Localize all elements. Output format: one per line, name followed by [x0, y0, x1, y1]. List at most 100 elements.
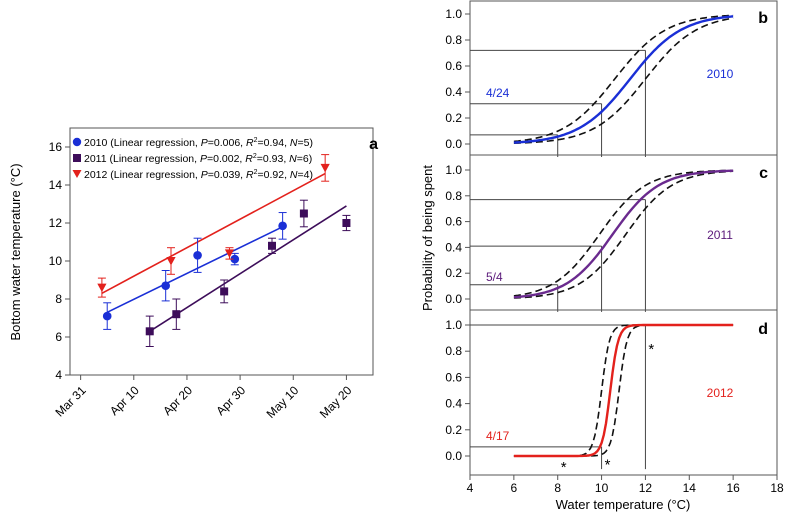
panel-a-yaxis: 4 6 8 10 12 14 16: [49, 140, 70, 382]
legend-2011-marker: [73, 154, 81, 162]
panel-a-legend: 2010 (Linear regression, P=0.006, R2=0.9…: [72, 137, 313, 181]
panel-b-plot: 0.0 0.2 0.4 0.6 0.8 1.0: [445, 7, 734, 157]
ytick-label: 0.2: [445, 266, 462, 280]
panel-a-xtick-label: Apr 20: [160, 383, 195, 418]
panel-b-year-label: 2010: [707, 67, 734, 81]
panel-a-frame: [69, 127, 374, 376]
panel-a-xtick-label: May 20: [317, 383, 355, 421]
data-point-2011: [268, 241, 276, 250]
ytick-label: 0.4: [445, 240, 462, 254]
data-point-2012: [166, 257, 176, 266]
ytick-label: 1.0: [445, 318, 462, 332]
ytick-label: 0.0: [445, 449, 462, 463]
panel-a-ytick-label: 12: [49, 216, 63, 230]
right-xlabel: Water temperature (°C): [556, 497, 691, 512]
panel-c: c 2011 5/4 0.0 0.2 0.4 0.6 0.8 1.0: [445, 154, 778, 312]
right-ylabel: Probability of being spent: [420, 165, 435, 311]
xtick-label: 10: [595, 481, 609, 495]
legend-2012-marker: [72, 170, 82, 178]
ytick-label: 0.6: [445, 215, 462, 229]
xtick-label: 16: [726, 481, 740, 495]
panel-a-ylabel: Bottom water temperature (°C): [8, 163, 23, 340]
panel-a-ytick-label: 14: [49, 178, 63, 192]
panel-a-ytick-label: 10: [49, 254, 63, 268]
ci-upper-curve: [513, 14, 734, 143]
panel-d-year-label: 2012: [707, 386, 734, 400]
legend-2011-text: 2011 (Linear regression, P=0.002, R2=0.9…: [84, 153, 312, 165]
panel-b-letter: b: [758, 10, 768, 27]
ytick-label: 1.0: [445, 163, 462, 177]
ytick-label: 0.2: [445, 423, 462, 437]
xtick-label: 8: [554, 481, 561, 495]
panel-d: d 2012 4/17 0.0 0.2 0.4 0.6 0.8 1.0 * * *: [445, 309, 778, 476]
ytick-label: 0.4: [445, 397, 462, 411]
data-point-2011: [342, 219, 351, 227]
ytick-label: 0.2: [445, 111, 462, 125]
panel-d-frame: [469, 309, 778, 476]
ci-lower-curve: [513, 17, 734, 144]
significance-asterisk: *: [561, 459, 567, 476]
ci-lower-curve: [513, 324, 734, 457]
panel-c-plot: 0.0 0.2 0.4 0.6 0.8 1.0: [445, 163, 734, 312]
legend-2012-text: 2012 (Linear regression, P=0.039, R2=0.9…: [84, 169, 313, 181]
panel-a-xaxis: Mar 31 Apr 10 Apr 20 Apr 30 May 10 May 20: [52, 375, 355, 421]
ytick-label: 0.8: [445, 344, 462, 358]
panel-a-xtick-label: Mar 31: [52, 383, 89, 420]
ci-upper-curve: [513, 169, 734, 297]
xtick-label: 12: [639, 481, 653, 495]
ytick-label: 0.4: [445, 85, 462, 99]
data-point-2011: [145, 327, 154, 336]
data-point-2010: [161, 281, 170, 291]
panel-a-regression-lines: [101, 172, 347, 332]
panel-a-ytick-label: 8: [55, 292, 62, 306]
right-xaxis: 4 6 8 10 12 14 16 18: [467, 475, 784, 495]
data-point-2011: [299, 209, 308, 218]
probability-curve-2010: [513, 15, 734, 144]
ytick-label: 0.8: [445, 189, 462, 203]
panel-c-date-label: 5/4: [486, 270, 503, 284]
panel-a-xtick-label: Apr 30: [213, 383, 248, 418]
regression-line-2010: [106, 226, 283, 314]
panel-d-letter: d: [758, 321, 768, 338]
data-point-2012: [97, 283, 107, 293]
ytick-label: 0.6: [445, 59, 462, 73]
panel-b-date-label: 4/24: [486, 86, 510, 100]
probability-curve-2012: [513, 323, 734, 458]
panel-d-plot: 0.0 0.2 0.4 0.6 0.8 1.0 * * *: [445, 318, 734, 476]
ytick-label: 0.0: [445, 137, 462, 151]
ytick-label: 0.0: [445, 292, 462, 306]
panel-c-year-label: 2011: [707, 228, 733, 242]
significance-asterisk: *: [648, 341, 654, 358]
data-point-2012: [320, 163, 330, 173]
legend-2010-marker: [72, 137, 82, 147]
panel-b: b 2010 4/24 0.0 0.2 0.4 0.6 0.8 1.0: [445, 0, 778, 157]
panel-c-letter: c: [759, 165, 768, 182]
panel-a-xtick-label: May 10: [264, 383, 302, 421]
data-point-2011: [172, 310, 181, 319]
legend-2010-text: 2010 (Linear regression, P=0.006, R2=0.9…: [84, 137, 313, 149]
data-point-2010: [193, 251, 202, 260]
ytick-label: 1.0: [445, 7, 462, 21]
ci-upper-curve: [513, 324, 734, 457]
xtick-label: 18: [770, 481, 784, 495]
data-point-2012: [224, 249, 235, 258]
data-point-2010: [102, 311, 112, 321]
panel-a-letter: a: [369, 136, 378, 153]
panel-a-ytick-label: 6: [55, 330, 62, 344]
ytick-label: 0.8: [445, 33, 462, 47]
significance-asterisk: *: [605, 456, 611, 473]
regression-line-2011: [149, 205, 347, 332]
regression-line-2012: [101, 172, 326, 295]
panel-d-date-label: 4/17: [486, 429, 510, 443]
data-point-2011: [220, 287, 229, 296]
panel-a-ytick-label: 4: [55, 368, 62, 382]
xtick-label: 6: [511, 481, 518, 495]
data-point-2010: [278, 221, 287, 231]
probability-curve-2011: [513, 169, 734, 299]
panel-a-ytick-label: 16: [49, 140, 63, 154]
panel-a: a Bottom water temperature (°C) 4 6 8 10 12 1…: [8, 127, 378, 421]
data-point-2010: [230, 254, 240, 264]
xtick-label: 4: [467, 481, 474, 495]
xtick-label: 14: [683, 481, 697, 495]
